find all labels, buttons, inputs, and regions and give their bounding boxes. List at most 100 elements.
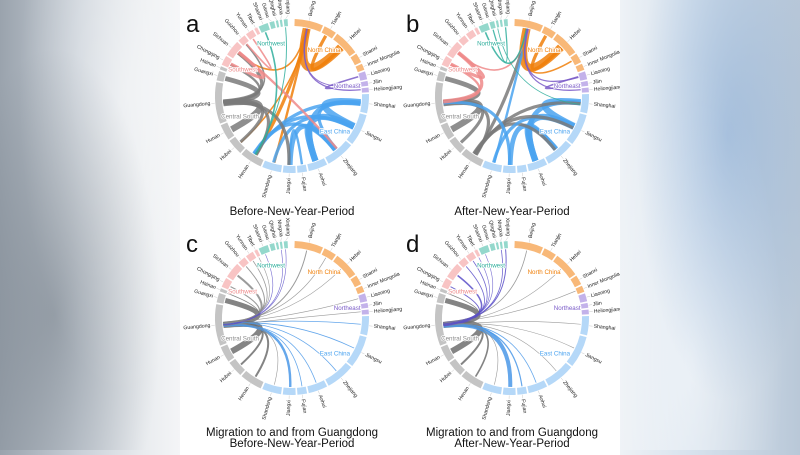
label-leader-line [495,17,497,20]
province-label: Hebei [349,249,363,263]
arc-shandong [262,383,282,395]
province-label: Henan [458,164,471,180]
province-label: Shanxi [582,267,599,280]
label-leader-line [434,75,437,76]
label-leader-line [506,237,509,241]
province-label: Zhejiang [341,158,358,177]
province-label: Liaoning [590,288,611,299]
chord-beijing-to-guangdong [443,251,526,323]
arc-yunnan [466,252,476,262]
province-label: Sichuan [211,253,229,269]
province-label: Shanghai [593,102,615,110]
label-leader-line [587,74,590,75]
label-leader-line [249,383,251,386]
arc-liaoning [578,293,587,302]
arc-guizhou [458,257,468,267]
arc-qinghai [276,20,280,27]
label-leader-line [268,241,271,244]
arc-jiangxi [283,165,296,173]
arc-heilongjiang [582,87,589,92]
label-leader-line [318,391,319,394]
arc-inner-mongolia [576,286,585,294]
province-label: Jiangsu [364,130,383,143]
province-label: Jilin [372,78,382,85]
label-leader-line [488,19,491,22]
label-leader-line [232,148,235,150]
label-leader-line [341,156,343,159]
label-leader-line [441,133,444,135]
arc-heilongjiang [582,309,589,314]
arc-liaoning [578,71,587,80]
label-leader-line [359,278,362,280]
arc-inner-mongolia [356,286,365,294]
arc-shanghai [580,316,589,335]
label-leader-line [495,239,497,242]
label-leader-line [561,378,563,381]
arc-anhui [307,380,327,393]
label-leader-line [579,278,582,280]
label-leader-line [459,35,461,38]
label-leader-line [217,66,220,67]
arc-hubei [449,359,464,375]
region-label-northeast: Northeast [334,305,361,312]
province-label: Shanxi [582,45,599,58]
arc-ningxia [500,20,503,27]
label-leader-line [341,378,343,381]
label-leader-line [367,74,370,75]
arc-shanghai [360,94,369,113]
label-leader-line [367,296,370,297]
arc-shaanxi [259,245,270,255]
label-leader-line [268,19,271,22]
province-label: Jiangsu [584,352,603,365]
arc-jiangxi [503,387,516,395]
province-label: Heilongjiang [594,307,620,315]
region-label-southwest: Southwest [448,288,477,295]
province-label: Sichuan [431,31,449,47]
province-label: Tianjin [551,10,564,26]
arc-guizhou [458,35,468,45]
arc-hainan [220,288,228,293]
label-leader-line [220,280,223,282]
label-leader-line [229,45,232,47]
region-label-east: East China [320,351,351,358]
province-label: Jiangxi [506,400,513,416]
arc-xinjiang [504,19,508,26]
arc-xinjiang [504,241,508,248]
label-leader-line [588,305,591,306]
arc-shaanxi [479,245,490,255]
arc-qinghai [496,20,500,27]
arc-inner-mongolia [576,64,585,72]
label-leader-line [364,65,367,66]
province-label: Xinjiang [504,218,511,237]
label-leader-line [309,239,310,242]
label-leader-line [440,280,443,282]
label-leader-line [347,261,350,263]
arc-beijing [514,241,543,254]
label-leader-line [275,239,277,242]
label-leader-line [469,161,471,164]
label-leader-line [270,171,271,174]
label-leader-line [232,370,235,372]
province-label: Shandong [481,174,493,199]
province-label: Anhui [537,394,547,409]
label-leader-line [490,171,491,174]
region-label-central: Central South [221,114,259,121]
arc-yunnan [466,30,476,40]
label-leader-line [482,243,483,246]
province-label: Guangdong [183,101,211,109]
label-leader-line [482,21,483,24]
region-label-northwest: Northwest [257,263,285,270]
province-label: Chongqing [196,44,221,61]
province-label: Heilongjiang [374,307,403,315]
label-leader-line [331,26,333,29]
province-label: Beijing [528,0,537,17]
label-leader-line [551,26,553,29]
arc-shaanxi [479,23,490,33]
province-label: Guangdong [403,101,431,109]
label-leader-line [584,287,587,288]
province-label: Chongqing [196,266,221,283]
label-leader-line [474,25,476,28]
